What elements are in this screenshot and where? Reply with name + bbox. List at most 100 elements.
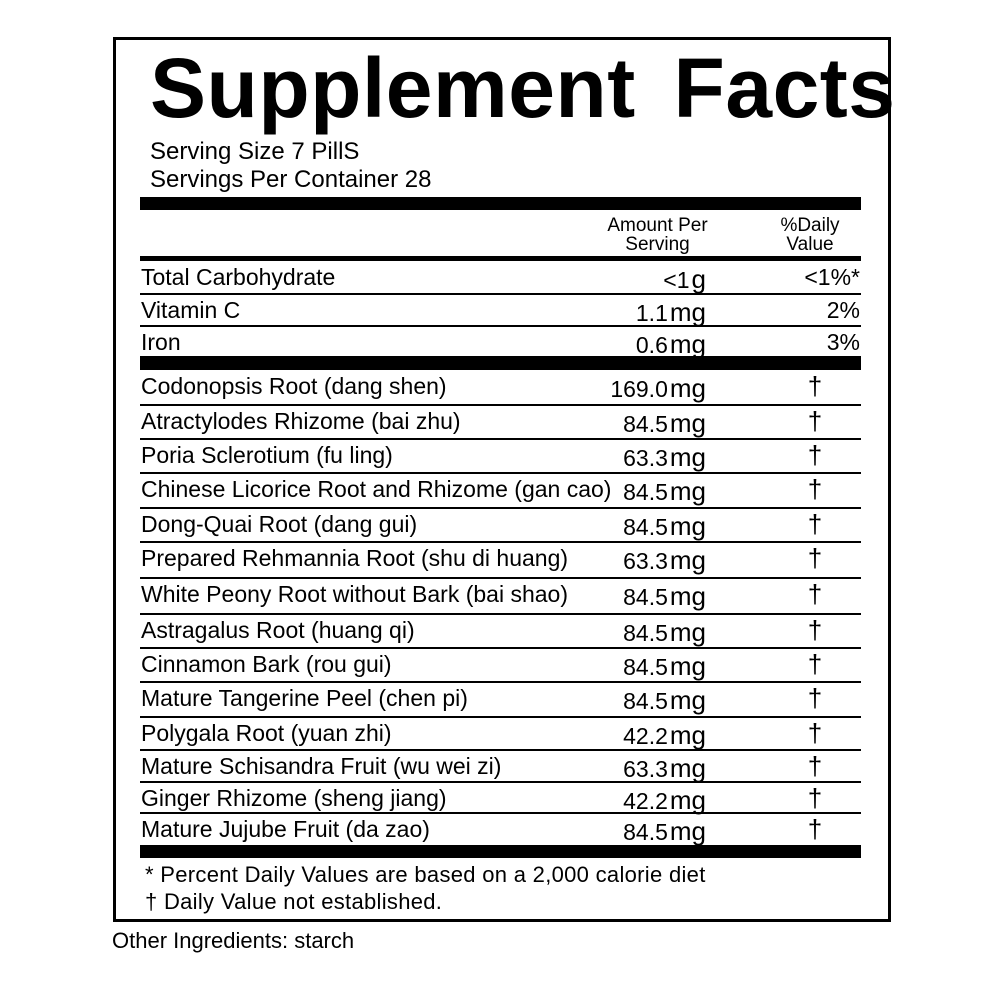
panel-title: Supplement Facts bbox=[150, 41, 896, 135]
daily-value: 3% bbox=[826, 329, 860, 355]
dagger-mark: † bbox=[807, 718, 823, 748]
amount-value: 84.5 bbox=[623, 654, 668, 680]
other-ingredients: Other Ingredients: starch bbox=[112, 928, 355, 953]
dagger-mark: † bbox=[807, 440, 823, 470]
dagger-mark: † bbox=[807, 783, 823, 813]
amount: 42.2mg bbox=[623, 720, 706, 751]
amount: 84.5mg bbox=[623, 685, 706, 716]
ingredient-name: Cinnamon Bark (rou gui) bbox=[141, 651, 392, 677]
dagger-mark: † bbox=[807, 649, 823, 679]
table-row: Mature Tangerine Peel (chen pi) 84.5mg † bbox=[140, 681, 861, 715]
amount: <1g bbox=[663, 264, 706, 295]
dv-header-line1: %Daily bbox=[780, 215, 840, 236]
dagger-mark: † bbox=[807, 474, 823, 504]
table-row: Codonopsis Root (dang shen) 169.0mg † bbox=[140, 369, 861, 403]
table-row: Mature Schisandra Fruit (wu wei zi) 63.3… bbox=[140, 749, 861, 783]
dagger-mark: † bbox=[807, 543, 823, 573]
daily-value: <1%* bbox=[804, 264, 860, 290]
row-divider bbox=[140, 507, 861, 509]
amount-unit: mg bbox=[669, 442, 706, 472]
amount-value: 84.5 bbox=[623, 411, 668, 437]
amount: 84.5mg bbox=[623, 816, 706, 847]
amount-unit: mg bbox=[669, 685, 706, 715]
amount: 63.3mg bbox=[623, 753, 706, 784]
amount: 84.5mg bbox=[623, 581, 706, 612]
amount-unit: mg bbox=[669, 476, 706, 506]
table-row: Atractylodes Rhizome (bai zhu) 84.5mg † bbox=[140, 404, 861, 438]
ingredient-name: Total Carbohydrate bbox=[141, 264, 336, 290]
amount: 84.5mg bbox=[623, 617, 706, 648]
dagger-mark: † bbox=[807, 814, 823, 844]
table-row: Prepared Rehmannia Root (shu di huang) 6… bbox=[140, 541, 861, 575]
ingredient-name: Prepared Rehmannia Root (shu di huang) bbox=[141, 545, 569, 571]
serving-size: Serving Size 7 PillS bbox=[150, 138, 360, 165]
row-divider bbox=[140, 681, 861, 683]
ingredient-name: Iron bbox=[141, 329, 181, 355]
amount: 63.3mg bbox=[623, 545, 706, 576]
row-divider bbox=[140, 293, 861, 295]
amount-value: 84.5 bbox=[623, 479, 668, 505]
amount-unit: mg bbox=[669, 816, 706, 846]
amount-value: 63.3 bbox=[623, 445, 668, 471]
daily-value: 2% bbox=[826, 297, 860, 323]
amount: 169.0mg bbox=[610, 373, 706, 404]
thick-divider bbox=[140, 845, 861, 858]
dagger-mark: † bbox=[807, 751, 823, 781]
amount-value: 63.3 bbox=[623, 756, 668, 782]
row-divider bbox=[140, 577, 861, 579]
dagger-mark: † bbox=[807, 509, 823, 539]
table-row: Ginger Rhizome (sheng jiang) 42.2mg † bbox=[140, 781, 861, 815]
ingredient-name: Astragalus Root (huang qi) bbox=[141, 617, 415, 643]
ingredient-name: Atractylodes Rhizome (bai zhu) bbox=[141, 408, 461, 434]
ingredient-name: Poria Sclerotium (fu ling) bbox=[141, 442, 393, 468]
dagger-mark: † bbox=[807, 683, 823, 713]
row-divider bbox=[140, 647, 861, 649]
table-row: Cinnamon Bark (rou gui) 84.5mg † bbox=[140, 647, 861, 681]
amount-unit: g bbox=[691, 264, 706, 294]
ingredient-name: Chinese Licorice Root and Rhizome (gan c… bbox=[141, 476, 612, 502]
table-row: Total Carbohydrate <1g <1%* bbox=[140, 260, 861, 294]
table-row: White Peony Root without Bark (bai shao)… bbox=[140, 577, 861, 611]
row-divider bbox=[140, 404, 861, 406]
row-divider bbox=[140, 812, 861, 814]
amount-value: 84.5 bbox=[623, 688, 668, 714]
thick-divider bbox=[140, 356, 861, 370]
amount-unit: mg bbox=[669, 617, 706, 647]
amount-unit: mg bbox=[669, 408, 706, 438]
row-divider bbox=[140, 781, 861, 783]
amount-value: 42.2 bbox=[623, 723, 668, 749]
table-row: Chinese Licorice Root and Rhizome (gan c… bbox=[140, 472, 861, 506]
amount: 84.5mg bbox=[623, 511, 706, 542]
amount-unit: mg bbox=[669, 785, 706, 815]
amount-header-line2: Serving bbox=[625, 234, 690, 255]
amount-value: 169.0 bbox=[610, 376, 668, 402]
amount-unit: mg bbox=[669, 651, 706, 681]
table-row: Mature Jujube Fruit (da zao) 84.5mg † bbox=[140, 812, 861, 846]
dagger-mark: † bbox=[807, 615, 823, 645]
ingredient-name: Ginger Rhizome (sheng jiang) bbox=[141, 785, 447, 811]
amount-unit: mg bbox=[669, 581, 706, 611]
ingredient-name: Codonopsis Root (dang shen) bbox=[141, 373, 447, 399]
ingredient-name: White Peony Root without Bark (bai shao) bbox=[141, 581, 568, 607]
row-divider bbox=[140, 472, 861, 474]
amount-value: 84.5 bbox=[623, 514, 668, 540]
amount-unit: mg bbox=[669, 720, 706, 750]
amount: 84.5mg bbox=[623, 408, 706, 439]
amount-unit: mg bbox=[669, 373, 706, 403]
amount-unit: mg bbox=[669, 753, 706, 783]
amount-value: <1 bbox=[663, 267, 690, 293]
servings-per-container: Servings Per Container 28 bbox=[150, 166, 432, 193]
ingredient-name: Mature Jujube Fruit (da zao) bbox=[141, 816, 430, 842]
row-divider bbox=[140, 325, 861, 327]
amount-value: 84.5 bbox=[623, 819, 668, 845]
dagger-mark: † bbox=[807, 406, 823, 436]
footnote-percent-daily: * Percent Daily Values are based on a 2,… bbox=[145, 862, 706, 887]
amount-value: 84.5 bbox=[623, 620, 668, 646]
dagger-mark: † bbox=[807, 371, 823, 401]
amount: 42.2mg bbox=[623, 785, 706, 816]
row-divider bbox=[140, 438, 861, 440]
amount-value: 0.6 bbox=[635, 332, 668, 358]
table-row: Iron 0.6mg 3% bbox=[140, 325, 861, 359]
table-row: Vitamin C 1.1mg 2% bbox=[140, 293, 861, 327]
footnote-dagger: † Daily Value not established. bbox=[145, 889, 443, 914]
